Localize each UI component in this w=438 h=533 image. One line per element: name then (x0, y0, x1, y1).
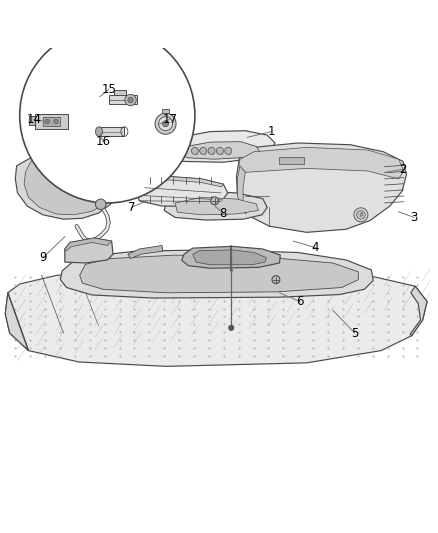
Polygon shape (237, 166, 247, 214)
Polygon shape (43, 117, 60, 126)
Polygon shape (239, 147, 404, 179)
Polygon shape (177, 142, 261, 159)
Polygon shape (164, 191, 267, 220)
Circle shape (354, 208, 368, 222)
Polygon shape (175, 197, 258, 215)
Text: 14: 14 (27, 113, 42, 126)
Text: 3: 3 (410, 211, 417, 224)
Polygon shape (24, 154, 113, 215)
Text: 2: 2 (399, 163, 407, 176)
Polygon shape (29, 116, 35, 125)
Text: 6: 6 (296, 295, 304, 308)
Polygon shape (5, 270, 427, 366)
Polygon shape (65, 238, 113, 263)
Circle shape (272, 276, 280, 284)
Text: 17: 17 (162, 113, 177, 126)
Circle shape (95, 199, 106, 209)
Polygon shape (136, 176, 228, 206)
Circle shape (155, 113, 176, 134)
Circle shape (357, 211, 365, 219)
Text: 15: 15 (101, 83, 116, 96)
Polygon shape (237, 143, 406, 232)
Polygon shape (5, 293, 28, 351)
Polygon shape (182, 246, 280, 268)
Text: 5: 5 (351, 327, 358, 340)
Polygon shape (193, 250, 266, 265)
Circle shape (229, 325, 234, 330)
Circle shape (159, 117, 173, 131)
Circle shape (191, 147, 198, 155)
Polygon shape (162, 109, 169, 113)
Text: 1: 1 (268, 125, 276, 138)
Circle shape (20, 28, 195, 203)
Text: 16: 16 (95, 135, 110, 148)
Ellipse shape (95, 127, 102, 136)
Circle shape (216, 147, 223, 155)
Circle shape (125, 94, 136, 106)
Polygon shape (109, 95, 137, 104)
Text: 7: 7 (127, 201, 135, 214)
Polygon shape (80, 255, 358, 293)
Circle shape (200, 147, 207, 155)
Circle shape (162, 120, 169, 127)
Polygon shape (128, 246, 163, 259)
Circle shape (54, 119, 58, 124)
Polygon shape (410, 286, 427, 336)
Circle shape (45, 119, 49, 124)
Text: 8: 8 (220, 207, 227, 220)
Circle shape (208, 147, 215, 155)
Polygon shape (145, 176, 223, 187)
Text: β: β (359, 212, 363, 217)
Polygon shape (15, 152, 118, 219)
Polygon shape (35, 114, 68, 128)
Text: 4: 4 (311, 241, 319, 254)
Polygon shape (99, 127, 124, 136)
Circle shape (128, 98, 133, 103)
Polygon shape (114, 90, 126, 95)
Circle shape (225, 147, 232, 155)
Circle shape (211, 197, 219, 205)
Bar (279, 157, 304, 164)
Polygon shape (162, 131, 275, 162)
Polygon shape (60, 250, 373, 298)
Polygon shape (65, 238, 112, 251)
Text: 9: 9 (39, 251, 47, 264)
